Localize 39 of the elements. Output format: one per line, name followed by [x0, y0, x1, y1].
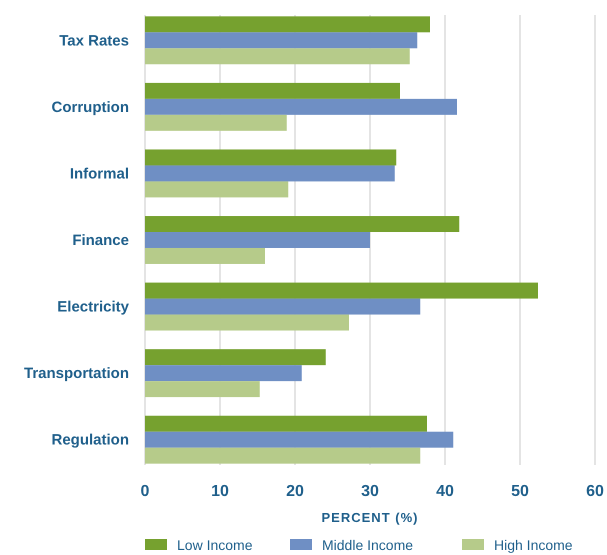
bar — [145, 98, 457, 115]
bar — [145, 32, 418, 48]
bar — [145, 82, 400, 99]
y-tick-label: Transportation — [24, 365, 129, 382]
bar — [145, 149, 396, 166]
bar — [145, 381, 260, 398]
bar — [145, 16, 430, 32]
x-tick-label: 40 — [436, 483, 454, 500]
bar — [145, 282, 538, 299]
y-tick-label: Regulation — [52, 432, 129, 449]
y-tick-label: Finance — [72, 232, 129, 249]
bar — [145, 181, 288, 198]
bar — [145, 165, 395, 182]
bar — [145, 114, 287, 131]
y-tick-label: Electricity — [57, 298, 130, 316]
bar — [145, 298, 420, 315]
x-tick-label: 50 — [511, 483, 529, 500]
legend-label: High Income — [494, 537, 573, 553]
x-tick-label: 0 — [140, 483, 150, 500]
bar — [145, 432, 454, 448]
bar — [145, 448, 420, 464]
bar — [145, 232, 370, 248]
y-tick-label: Informal — [70, 165, 129, 182]
legend-label: Middle Income — [322, 537, 414, 553]
bar — [145, 216, 460, 232]
y-tick-label: Corruption — [52, 98, 129, 116]
x-tick-label: 10 — [211, 483, 229, 500]
bar — [145, 349, 326, 366]
bar — [145, 248, 265, 264]
bar — [145, 314, 349, 331]
y-tick-label: Tax Rates — [59, 32, 129, 50]
bar — [145, 48, 410, 64]
x-tick-label: 60 — [586, 483, 604, 500]
bar — [145, 416, 427, 432]
x-tick-label: 30 — [361, 483, 379, 500]
bar — [145, 365, 302, 382]
x-tick-label: 20 — [286, 483, 304, 500]
legend-label: Low Income — [177, 537, 253, 553]
x-axis-title: PERCENT (%) — [322, 510, 418, 525]
